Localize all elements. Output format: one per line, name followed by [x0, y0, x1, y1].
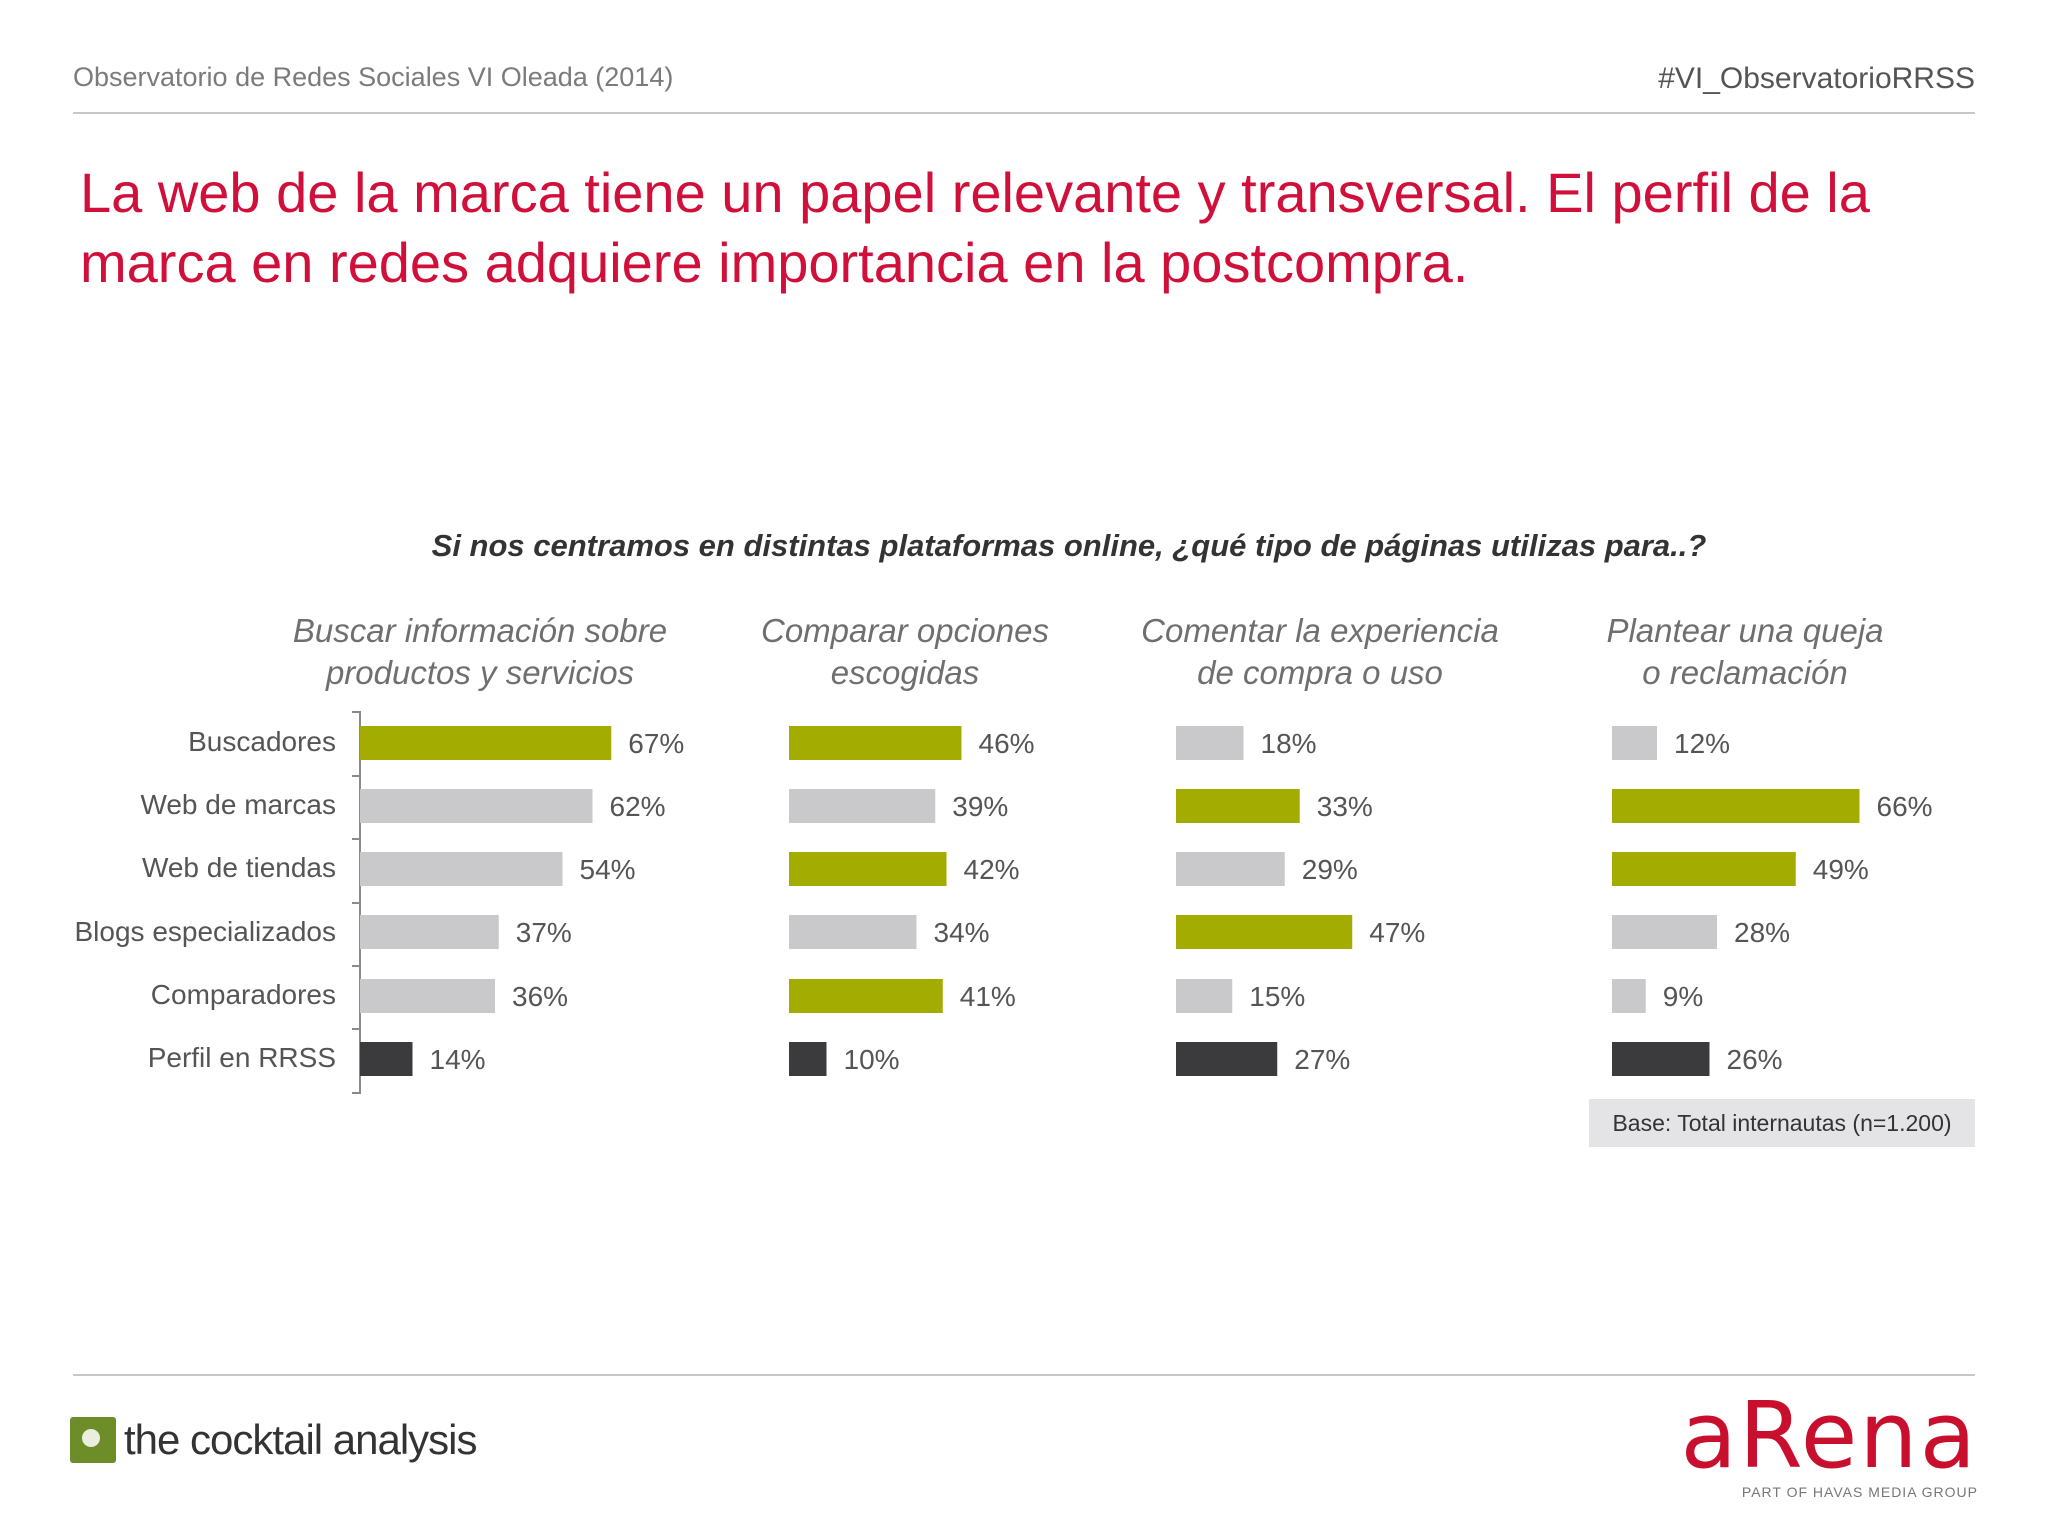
panel-title-3-line-2: o reclamación	[1642, 654, 1848, 691]
cocktail-logo-text: the cocktail analysis	[124, 1416, 478, 1463]
data-label-s0-c1: 62%	[610, 791, 666, 822]
panel-title-2: Comentar la experiencia de compra o uso	[1110, 610, 1530, 694]
bar-s1-c1	[789, 789, 936, 823]
bar-s3-c0	[1612, 726, 1657, 760]
bar-s1-c2	[789, 852, 947, 886]
top-divider	[73, 112, 1975, 114]
panel-title-2-line-2: de compra o uso	[1197, 654, 1443, 691]
data-label-s3-c0: 12%	[1674, 728, 1730, 759]
bar-s2-c3	[1176, 915, 1353, 949]
bar-s0-c1	[360, 789, 593, 823]
data-label-s0-c5: 14%	[430, 1044, 486, 1075]
data-label-s1-c3: 34%	[934, 917, 990, 948]
data-label-s0-c4: 36%	[512, 981, 568, 1012]
slide-title: La web de la marca tiene un papel releva…	[80, 161, 1870, 294]
data-label-s0-c0: 67%	[628, 728, 684, 759]
data-label-s1-c0: 46%	[979, 728, 1035, 759]
chart-question: Si nos centramos en distintas plataforma…	[431, 528, 1707, 563]
bar-s2-c2	[1176, 852, 1285, 886]
data-label-s3-c4: 9%	[1663, 981, 1703, 1012]
bar-s3-c3	[1612, 915, 1717, 949]
data-label-s3-c3: 28%	[1734, 917, 1790, 948]
bar-s1-c3	[789, 915, 917, 949]
data-label-s1-c1: 39%	[952, 791, 1008, 822]
bar-s1-c5	[789, 1042, 827, 1076]
panel-title-0: Buscar información sobre productos y ser…	[265, 610, 695, 694]
data-label-s1-c5: 10%	[844, 1044, 900, 1075]
data-label-s2-c3: 47%	[1369, 917, 1425, 948]
data-label-s0-c2: 54%	[580, 854, 636, 885]
bar-s2-c0	[1176, 726, 1244, 760]
header-source: Observatorio de Redes Sociales VI Oleada…	[73, 62, 674, 92]
bar-s2-c4	[1176, 979, 1233, 1013]
category-label-web-de-tiendas: Web de tiendas	[141, 852, 336, 883]
bar-s3-c2	[1612, 852, 1796, 886]
bar-s3-c1	[1612, 789, 1860, 823]
bar-s0-c3	[360, 915, 499, 949]
data-label-s1-c2: 42%	[964, 854, 1020, 885]
data-label-s2-c4: 15%	[1249, 981, 1305, 1012]
bar-s0-c0	[360, 726, 612, 760]
category-label-perfil-rrss: Perfil en RRSS	[147, 1042, 336, 1073]
category-label-buscadores: Buscadores	[188, 726, 336, 757]
arena-logo-subtitle: PART OF HAVAS MEDIA GROUP	[1741, 1484, 1978, 1500]
bar-s2-c1	[1176, 789, 1300, 823]
category-label-blogs: Blogs especializados	[74, 916, 337, 947]
data-label-s2-c5: 27%	[1294, 1044, 1350, 1075]
cocktail-logo: the cocktail analysis	[70, 1415, 478, 1465]
bar-s0-c2	[360, 852, 563, 886]
panel-title-0-line-1: Buscar información sobre	[292, 612, 668, 649]
header-hashtag: #VI_ObservatorioRRSS	[1658, 62, 1975, 95]
category-label-comparadores: Comparadores	[150, 979, 336, 1010]
arena-logo: aRena PART OF HAVAS MEDIA GROUP	[1680, 1382, 1978, 1501]
bar-s2-c5	[1176, 1042, 1278, 1076]
bar-s1-c4	[789, 979, 943, 1013]
arena-logo-word: aRena	[1680, 1382, 1978, 1489]
panel-title-1-line-2: escogidas	[830, 654, 980, 691]
data-label-s3-c1: 66%	[1877, 791, 1933, 822]
bottom-divider	[73, 1374, 1975, 1376]
category-label-web-de-marcas: Web de marcas	[140, 789, 336, 820]
data-label-s2-c0: 18%	[1261, 728, 1317, 759]
panel-title-1-line-1: Comparar opciones	[761, 612, 1049, 649]
bar-s0-c4	[360, 979, 495, 1013]
bar-s3-c4	[1612, 979, 1646, 1013]
base-note: Base: Total internautas (n=1.200)	[1589, 1099, 1975, 1147]
data-label-s2-c1: 33%	[1317, 791, 1373, 822]
data-label-s1-c4: 41%	[960, 981, 1016, 1012]
panel-title-3: Plantear una queja o reclamación	[1570, 610, 1920, 694]
panel-title-0-line-2: productos y servicios	[325, 654, 635, 691]
cocktail-glass-icon	[70, 1417, 116, 1463]
bar-s3-c5	[1612, 1042, 1710, 1076]
panel-title-3-line-1: Plantear una queja	[1606, 612, 1884, 649]
data-label-s0-c3: 37%	[516, 917, 572, 948]
bar-s1-c0	[789, 726, 962, 760]
data-label-s3-c2: 49%	[1813, 854, 1869, 885]
data-label-s3-c5: 26%	[1727, 1044, 1783, 1075]
panel-title-2-line-1: Comentar la experiencia	[1141, 612, 1499, 649]
panel-title-1: Comparar opciones escogidas	[720, 610, 1090, 694]
category-axis	[352, 711, 361, 1094]
bar-s0-c5	[360, 1042, 413, 1076]
data-label-s2-c2: 29%	[1302, 854, 1358, 885]
